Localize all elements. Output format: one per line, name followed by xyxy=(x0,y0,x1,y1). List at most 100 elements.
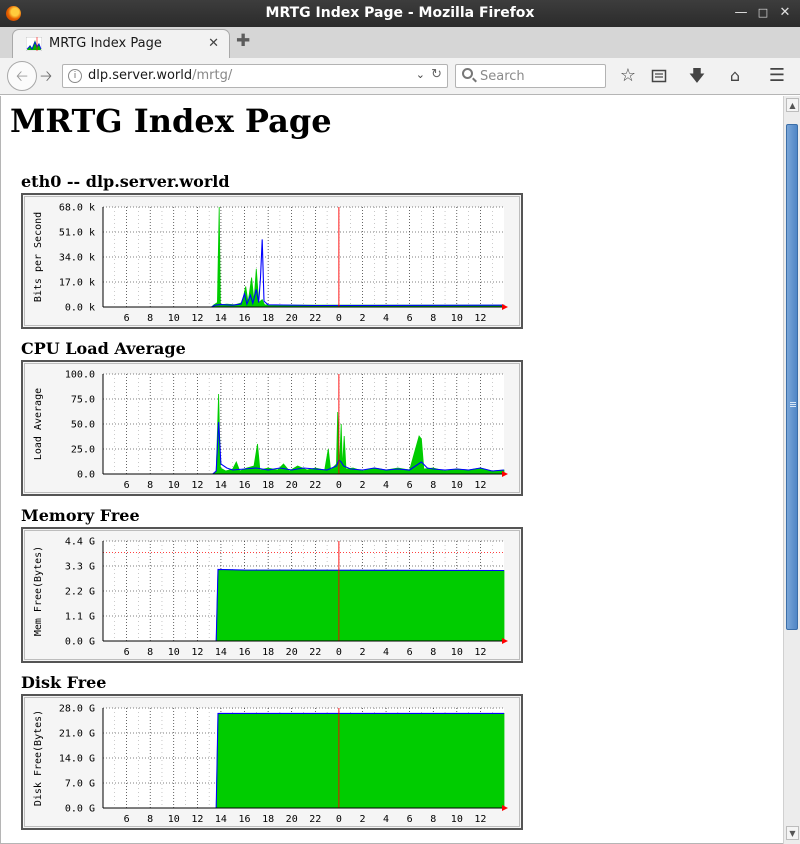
tab-title: MRTG Index Page xyxy=(49,36,162,51)
x-tick-label: 0 xyxy=(336,814,342,825)
x-tick-label: 18 xyxy=(262,647,274,658)
x-tick-label: 14 xyxy=(215,647,227,658)
forward-icon[interactable]: 🡢 xyxy=(40,67,53,85)
graph-memory-free[interactable]: 4.4 G 3.3 G 2.2 G 1.1 G 0.0 G 6 8 10 12 14 16 18 20 2… xyxy=(21,527,523,663)
y-tick-label: 21.0 G xyxy=(59,729,95,740)
x-tick-label: 4 xyxy=(383,480,389,491)
x-tick-label: 22 xyxy=(309,814,321,825)
back-icon[interactable]: 🡠 xyxy=(7,61,37,91)
x-tick-label: 8 xyxy=(147,647,153,658)
x-tick-label: 6 xyxy=(407,480,413,491)
graph-cpu-load[interactable]: 100.0 75.0 50.0 25.0 0.0 6 8 10 12 14 16 18 20 22 0 2 4 6… xyxy=(21,360,523,496)
series-line-output xyxy=(103,421,505,475)
x-tick-label: 8 xyxy=(430,313,436,324)
tab-mrtg-index[interactable]: MRTG Index Page ✕ xyxy=(12,29,230,58)
x-tick-label: 10 xyxy=(168,313,180,324)
x-axis-arrow xyxy=(502,304,508,310)
reload-icon[interactable]: ↻ xyxy=(431,67,442,82)
x-tick-label: 12 xyxy=(191,814,203,825)
home-icon[interactable]: ⌂ xyxy=(729,66,741,85)
x-tick-label: 18 xyxy=(262,313,274,324)
x-tick-label: 20 xyxy=(286,480,298,491)
x-tick-label: 12 xyxy=(474,814,486,825)
y-tick-label: 50.0 xyxy=(71,420,95,431)
x-tick-label: 14 xyxy=(215,480,227,491)
menu-icon[interactable]: ☰ xyxy=(768,65,786,86)
graph-title-eth0[interactable]: eth0 -- dlp.server.world xyxy=(21,172,230,191)
chart-eth0: 68.0 k 51.0 k 34.0 k 17.0 k 0.0 k 6 8 10 12 14 16 1… xyxy=(33,203,508,324)
y-tick-label: 14.0 G xyxy=(59,754,95,765)
x-tick-label: 22 xyxy=(309,313,321,324)
x-tick-label: 8 xyxy=(147,814,153,825)
y-tick-label: 7.0 G xyxy=(65,779,95,790)
x-tick-label: 6 xyxy=(124,814,130,825)
y-tick-label: 68.0 k xyxy=(59,203,95,214)
chart-memory-free: 4.4 G3.3 G2.2 G1.1 G0.0 G6 8 10 12 14 16 18 20 2… xyxy=(33,537,508,658)
close-tab-icon[interactable]: ✕ xyxy=(208,36,219,51)
x-tick-label: 0 xyxy=(336,313,342,324)
new-tab-icon[interactable]: ✚ xyxy=(236,31,251,51)
x-tick-label: 20 xyxy=(286,647,298,658)
x-tick-label: 10 xyxy=(451,480,463,491)
reading-list-icon[interactable] xyxy=(649,66,669,86)
url-path: /mrtg/ xyxy=(192,68,233,83)
x-tick-label: 10 xyxy=(451,647,463,658)
x-tick-label: 16 xyxy=(239,313,251,324)
y-tick-label: 25.0 xyxy=(71,445,95,456)
y-tick-label: 17.0 k xyxy=(59,278,95,289)
scrollbar-thumb[interactable] xyxy=(786,124,798,630)
x-tick-label: 18 xyxy=(262,814,274,825)
x-tick-label: 14 xyxy=(215,313,227,324)
close-window-icon[interactable]: ✕ xyxy=(779,5,791,20)
y-tick-label: 4.4 G xyxy=(65,537,95,548)
x-tick-label: 10 xyxy=(168,480,180,491)
bookmark-star-icon[interactable]: ☆ xyxy=(619,65,637,86)
x-tick-label: 20 xyxy=(286,814,298,825)
x-tick-label: 4 xyxy=(383,313,389,324)
scroll-up-icon[interactable]: ▲ xyxy=(786,98,799,112)
x-tick-label: 10 xyxy=(168,814,180,825)
x-tick-label: 22 xyxy=(309,647,321,658)
x-tick-label: 22 xyxy=(309,480,321,491)
y-tick-label: 75.0 xyxy=(71,395,95,406)
y-tick-label: 34.0 k xyxy=(59,253,95,264)
x-tick-label: 2 xyxy=(359,814,365,825)
x-tick-label: 6 xyxy=(124,480,130,491)
graph-title-memory-free[interactable]: Memory Free xyxy=(21,506,140,525)
graph-title-disk-free[interactable]: Disk Free xyxy=(21,673,107,692)
vertical-scrollbar[interactable]: ▲ ▼ xyxy=(783,96,800,844)
downloads-icon[interactable]: 🡇 xyxy=(688,66,706,85)
x-tick-label: 8 xyxy=(147,480,153,491)
x-tick-label: 2 xyxy=(359,647,365,658)
x-tick-label: 6 xyxy=(124,313,130,324)
x-tick-label: 18 xyxy=(262,480,274,491)
graph-title-cpu-load[interactable]: CPU Load Average xyxy=(21,339,186,358)
x-tick-label: 12 xyxy=(191,313,203,324)
x-tick-label: 10 xyxy=(451,313,463,324)
x-tick-label: 8 xyxy=(430,480,436,491)
search-box[interactable] xyxy=(455,64,606,88)
chart-disk-free: 28.0 G 21.0 G 14.0 G 7.0 G 0.0 G 6 8 10 12 14 16 18… xyxy=(33,704,508,825)
x-tick-label: 12 xyxy=(474,647,486,658)
url-bar[interactable]: i dlp.server.world/mrtg/ ⌄ ↻ xyxy=(62,64,448,88)
x-axis-arrow xyxy=(502,471,508,477)
url-dropdown-icon[interactable]: ⌄ xyxy=(415,68,425,81)
minimize-icon[interactable]: — xyxy=(734,5,748,20)
search-input[interactable] xyxy=(480,67,600,85)
x-tick-label: 12 xyxy=(474,313,486,324)
window-titlebar: MRTG Index Page - Mozilla Firefox — □ ✕ xyxy=(0,0,800,27)
y-tick-label: 2.2 G xyxy=(65,587,95,598)
x-tick-label: 16 xyxy=(239,647,251,658)
url-text[interactable]: dlp.server.world/mrtg/ xyxy=(88,68,232,83)
graph-disk-free[interactable]: 28.0 G 21.0 G 14.0 G 7.0 G 0.0 G 6 8 10 12 14 16 18… xyxy=(21,694,523,830)
y-axis-label: Bits per Second xyxy=(33,212,44,302)
y-axis-label: Load Average xyxy=(33,388,44,460)
y-tick-label: 28.0 G xyxy=(59,704,95,715)
site-info-icon[interactable]: i xyxy=(68,69,82,83)
page-title: MRTG Index Page xyxy=(10,102,332,140)
scroll-down-icon[interactable]: ▼ xyxy=(786,826,799,840)
maximize-icon[interactable]: □ xyxy=(757,6,769,19)
graph-eth0[interactable]: 68.0 k 51.0 k 34.0 k 17.0 k 0.0 k 6 8 10 12 14 16 1… xyxy=(21,193,523,329)
x-tick-label: 16 xyxy=(239,480,251,491)
search-icon xyxy=(462,68,473,79)
